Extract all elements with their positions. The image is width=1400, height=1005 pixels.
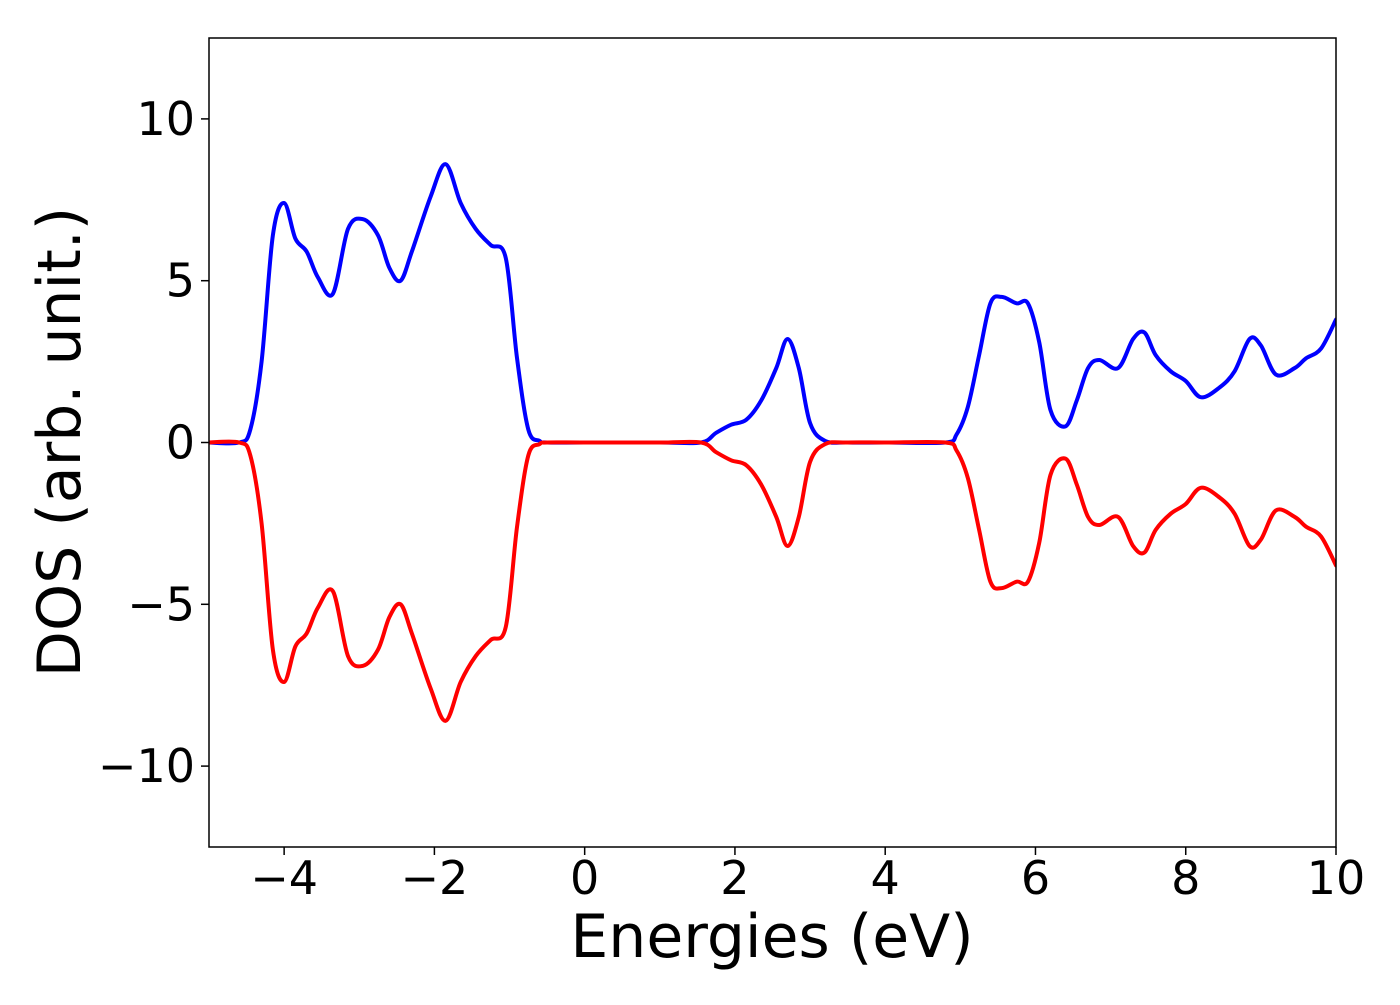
x-tick-label: 10 [1307,851,1366,905]
x-tick-label: 4 [871,851,900,905]
series-line-2 [209,439,1336,723]
y-tick-label: 10 [136,92,195,146]
x-tick-label: 2 [720,851,749,905]
y-tick-label: 5 [166,254,195,308]
x-tick-label: −2 [400,851,468,905]
series-layer [209,162,1336,723]
x-tick-label: 6 [1021,851,1050,905]
x-tick-label: 0 [570,851,599,905]
x-axis-label: Energies (eV) [570,902,973,972]
series-line-1 [209,162,1336,446]
x-tick-label: −4 [250,851,318,905]
x-axis-ticks: −4 −2 0 2 4 6 8 10 [250,847,1365,905]
y-tick-label: −5 [127,577,195,631]
x-tick-label: 8 [1171,851,1200,905]
y-tick-label: 0 [166,416,195,470]
y-axis-ticks: 10 5 0 −5 −10 [98,92,209,793]
y-axis-label: DOS (arb. unit.) [25,207,95,677]
plot-frame [208,37,1337,848]
y-tick-label: −10 [98,739,195,793]
